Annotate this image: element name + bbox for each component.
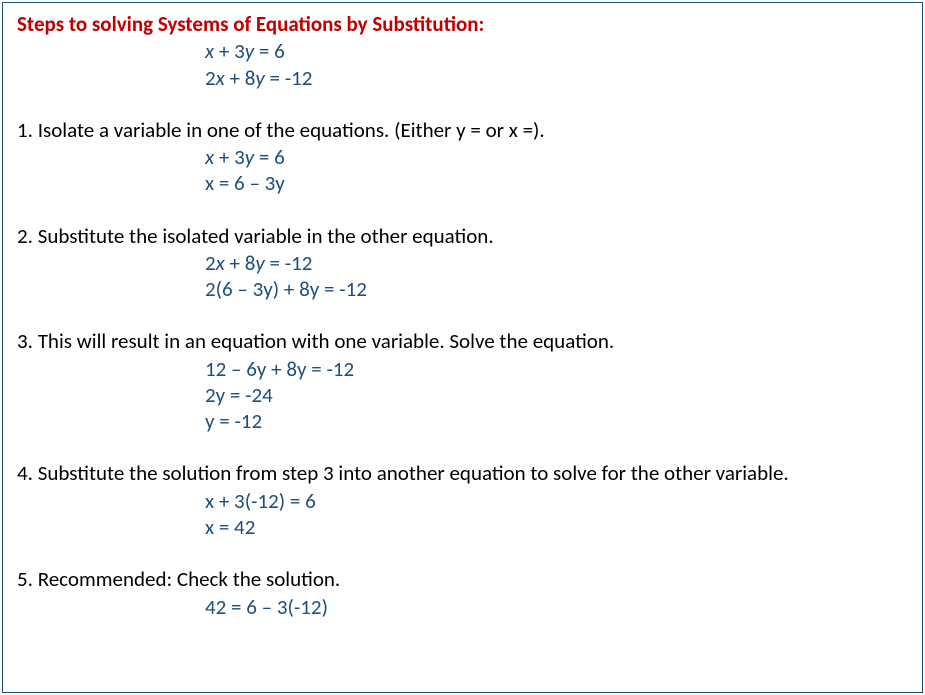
intro-equation-1: x + 3y = 6 bbox=[205, 38, 908, 64]
intro-equation-2: 2x + 8y = -12 bbox=[205, 65, 908, 91]
step-4-text: 4. Substitute the solution from step 3 i… bbox=[17, 460, 908, 487]
step-3-equation-3: y = -12 bbox=[205, 408, 908, 434]
step-3-text: 3. This will result in an equation with … bbox=[17, 328, 908, 355]
spacer bbox=[17, 302, 908, 328]
step-1-equation-1: x + 3y = 6 bbox=[205, 144, 908, 170]
spacer bbox=[17, 91, 908, 117]
step-3-equation-2: 2y = -24 bbox=[205, 382, 908, 408]
step-4-equation-2: x = 42 bbox=[205, 514, 908, 540]
step-2-text: 2. Substitute the isolated variable in t… bbox=[17, 223, 908, 250]
spacer bbox=[17, 540, 908, 566]
step-1-equation-2: x = 6 – 3y bbox=[205, 170, 908, 196]
step-5-equation-1: 42 = 6 – 3(-12) bbox=[205, 594, 908, 620]
step-2-equation-2: 2(6 – 3y) + 8y = -12 bbox=[205, 276, 908, 302]
document-title: Steps to solving Systems of Equations by… bbox=[17, 11, 908, 38]
step-1-text: 1. Isolate a variable in one of the equa… bbox=[17, 117, 908, 144]
spacer bbox=[17, 197, 908, 223]
step-3-equation-1: 12 – 6y + 8y = -12 bbox=[205, 356, 908, 382]
spacer bbox=[17, 434, 908, 460]
step-5-text: 5. Recommended: Check the solution. bbox=[17, 566, 908, 593]
step-4-equation-1: x + 3(-12) = 6 bbox=[205, 488, 908, 514]
step-2-equation-1: 2x + 8y = -12 bbox=[205, 250, 908, 276]
document-container: Steps to solving Systems of Equations by… bbox=[2, 2, 923, 693]
